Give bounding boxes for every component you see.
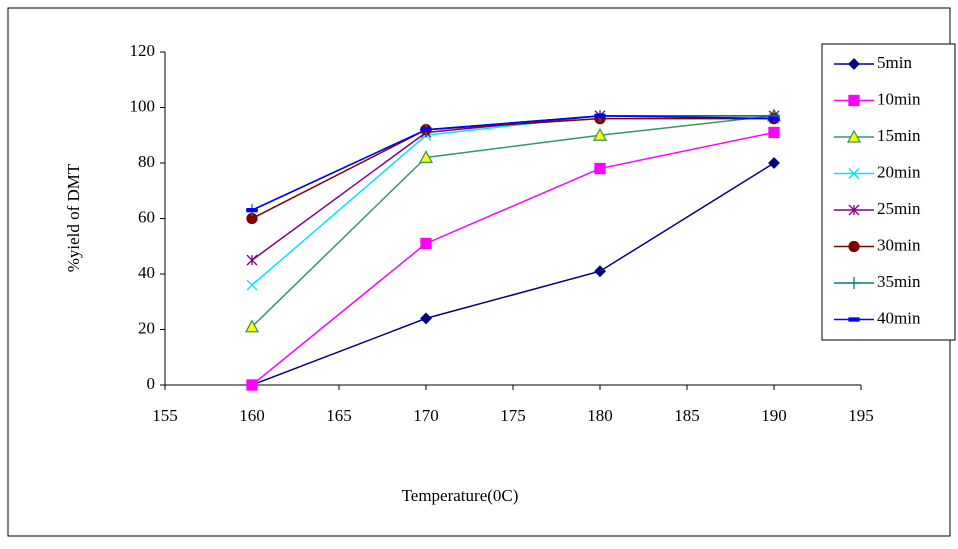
series-line — [251, 115, 775, 211]
series-line — [251, 131, 775, 386]
legend-box — [821, 43, 956, 341]
marker — [848, 94, 860, 107]
series-line — [251, 162, 775, 386]
legend-label: 40min — [877, 308, 921, 327]
marker — [846, 129, 862, 143]
series-line — [251, 117, 774, 220]
x-tick-label: 195 — [848, 406, 874, 425]
x-tick-label: 165 — [326, 406, 352, 425]
marker — [246, 379, 258, 391]
x-axis-label: Temperature(0C) — [402, 486, 519, 505]
marker — [848, 317, 860, 322]
marker — [418, 150, 434, 164]
marker — [594, 162, 606, 175]
marker — [768, 126, 780, 139]
x-tick-label: 160 — [239, 406, 265, 425]
marker — [246, 208, 258, 213]
marker — [848, 277, 860, 289]
y-tick-label: 100 — [130, 96, 156, 115]
marker — [848, 168, 860, 179]
x-tick-label: 155 — [152, 406, 178, 425]
series-line — [251, 115, 775, 328]
legend-label: 30min — [877, 235, 921, 254]
legend-label: 10min — [877, 89, 921, 108]
legend-label: 20min — [877, 162, 921, 181]
legend-label: 35min — [877, 272, 921, 291]
legend-label: 25min — [877, 199, 921, 218]
marker — [848, 58, 860, 70]
y-tick-label: 40 — [138, 263, 155, 282]
y-tick-label: 0 — [147, 374, 156, 393]
marker — [848, 204, 860, 216]
x-tick-label: 180 — [587, 406, 613, 425]
marker — [244, 319, 260, 333]
y-tick-label: 120 — [130, 41, 156, 60]
marker — [848, 240, 860, 253]
x-tick-label: 185 — [674, 406, 700, 425]
legend-label: 5min — [877, 53, 912, 72]
y-tick-label: 80 — [138, 152, 155, 171]
x-tick-label: 175 — [500, 406, 526, 425]
marker — [420, 312, 432, 325]
x-tick-label: 170 — [413, 406, 439, 425]
marker — [420, 237, 432, 250]
marker — [420, 127, 432, 132]
y-axis-label: %yield of DMT — [64, 163, 83, 272]
legend-label: 15min — [877, 126, 921, 145]
marker — [594, 265, 606, 278]
x-tick-label: 190 — [761, 406, 787, 425]
y-tick-label: 60 — [138, 207, 155, 226]
marker — [768, 116, 780, 121]
marker — [768, 157, 780, 169]
marker — [594, 113, 606, 118]
marker — [592, 127, 608, 141]
y-tick-label: 20 — [138, 318, 155, 337]
marker — [246, 254, 258, 266]
marker — [246, 279, 258, 291]
